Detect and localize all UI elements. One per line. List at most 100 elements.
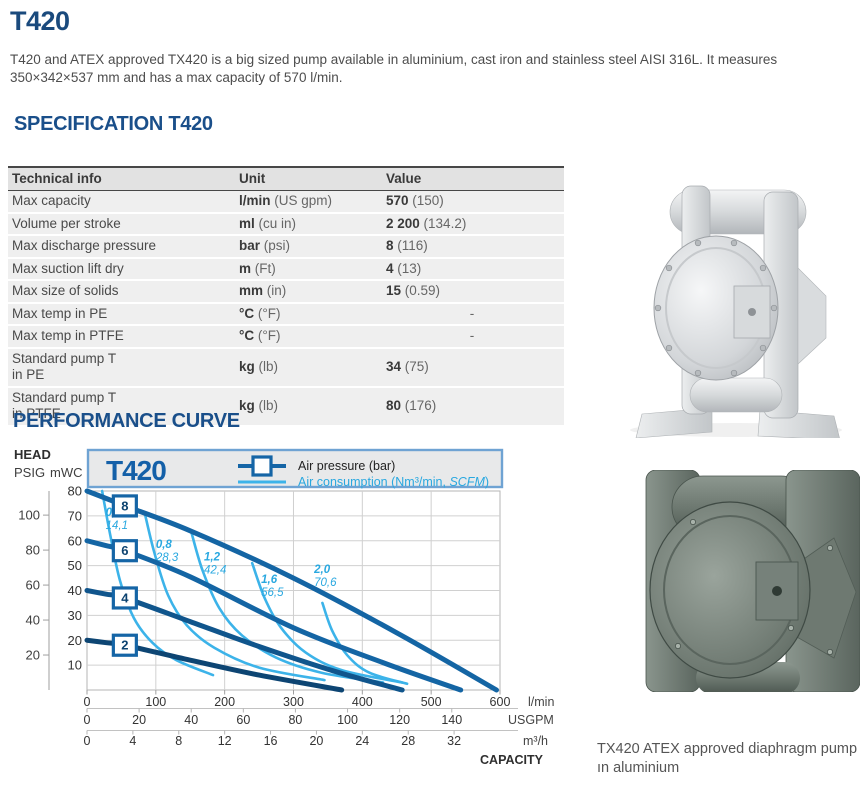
consumption-label-0,8: 0,828,3: [155, 539, 179, 564]
spec-cell-unit: ml (cu in): [235, 212, 382, 236]
psig-tick-label: 100: [18, 508, 40, 523]
lmin-tick-label: 100: [145, 695, 166, 709]
mwc-tick-label: 10: [68, 658, 82, 673]
svg-text:1,2: 1,2: [204, 552, 221, 564]
svg-text:2: 2: [121, 638, 128, 653]
pressure-curve-4bar: [84, 588, 405, 693]
pressure-marker-6bar: 6: [111, 539, 138, 563]
svg-text:56,5: 56,5: [261, 587, 284, 599]
pressure-curve-8bar: [84, 488, 499, 693]
usgpm-tick-label: 0: [84, 713, 91, 727]
chart-header: T420 Air pressure (bar) Air consumption (N…: [86, 448, 504, 489]
mwc-tick-label: 30: [68, 608, 82, 623]
lmin-tick-label: 0: [84, 695, 91, 709]
spec-cell-unit: kg (lb): [235, 386, 382, 427]
psig-tick-label: 40: [26, 613, 40, 628]
spec-cell-value: 4 (13): [382, 257, 564, 281]
psig-unit-label: PSIG: [14, 465, 45, 480]
spec-cell-unit: m (Ft): [235, 257, 382, 281]
spec-table-row: Max capacity l/min (US gpm) 570 (150): [8, 190, 564, 214]
specification-table: Technical info Unit Value Max capacity l/…: [8, 166, 564, 427]
col-header-value: Value: [382, 166, 564, 191]
svg-text:6: 6: [121, 543, 128, 558]
pump2-bolts: [675, 519, 833, 655]
consumption-curve-2,0: [321, 601, 409, 686]
mwc-tick-label: 60: [68, 533, 82, 548]
pump-photo-caption: TX420 ATEX approved diaphragm pump ın al…: [597, 741, 858, 776]
y-axis-mwc: 80 70 60 50 40 30 20 10: [68, 484, 82, 673]
svg-text:0,8: 0,8: [156, 539, 173, 551]
svg-text:2,0: 2,0: [313, 564, 331, 576]
spec-table-row: Max size of solids mm (in) 15 (0.59): [8, 280, 564, 304]
consumption-label-1,6: 1,656,5: [261, 574, 284, 599]
pump1-center-bolt: [748, 308, 756, 316]
m3h-tick-label: 28: [401, 734, 415, 748]
svg-text:1,6: 1,6: [261, 574, 278, 586]
m3h-tick-label: 4: [129, 734, 136, 748]
pump1-diaphragm-cover: [653, 235, 779, 381]
usgpm-unit-label: USGPM: [508, 713, 554, 727]
svg-text:14,1: 14,1: [106, 520, 128, 532]
usgpm-tick-label: 140: [441, 713, 462, 727]
svg-text:70,6: 70,6: [314, 577, 337, 589]
spec-cell-label: Max capacity: [8, 190, 235, 214]
usgpm-tick-label: 120: [389, 713, 410, 727]
spec-cell-value: 15 (0.59): [382, 280, 564, 304]
lmin-unit-label: l/min: [528, 695, 554, 709]
legend-air-pressure-label: Air pressure (bar): [298, 459, 395, 473]
pressure-marker-4bar: 4: [111, 586, 138, 610]
pressure-curve-2bar: [84, 637, 345, 693]
svg-text:42,4: 42,4: [204, 565, 226, 577]
consumption-label-2,0: 2,070,6: [313, 564, 337, 589]
svg-text:28,3: 28,3: [155, 552, 179, 564]
spec-table-row: Max temp in PE °C (°F) -: [8, 302, 564, 326]
psig-tick-label: 20: [26, 648, 40, 663]
mwc-tick-label: 70: [68, 508, 82, 523]
legend-air-consumption-label: Air consumption (Nm³/min, SCFM): [298, 475, 489, 489]
spec-table-row: Volume per stroke ml (cu in) 2 200 (134.2): [8, 212, 564, 236]
m3h-unit-label: m³/h: [523, 734, 548, 748]
mwc-tick-label: 20: [68, 633, 82, 648]
spec-cell-value: 570 (150): [382, 190, 564, 214]
spec-cell-value: 34 (75): [382, 347, 564, 388]
y-axis-captions: HEAD PSIG mWC: [14, 447, 83, 480]
pump1-side-bulge: [797, 267, 827, 365]
spec-cell-label: Max suction lift dry: [8, 257, 235, 281]
col-header-technical-info: Technical info: [8, 166, 235, 191]
consumption-label-1,2: 1,242,4: [204, 552, 226, 577]
m3h-tick-label: 12: [218, 734, 232, 748]
spec-cell-label: Max discharge pressure: [8, 235, 235, 259]
performance-curve-heading: PERFORMANCE CURVE: [13, 410, 240, 432]
m3h-tick-label: 8: [175, 734, 182, 748]
spec-table-row: Max discharge pressure bar (psi) 8 (116): [8, 235, 564, 259]
psig-tick-label: 80: [26, 543, 40, 558]
lmin-tick-label: 400: [352, 695, 373, 709]
performance-curve-chart: 100 80 60 40 20 80 70 60 50 40 30 20 10 0 100 200 300 400…: [10, 443, 562, 783]
psig-tick-label: 60: [26, 578, 40, 593]
consumption-curve-0,8: [143, 512, 326, 682]
spec-cell-value: -: [382, 302, 564, 326]
pump2-center-hole: [772, 586, 782, 596]
usgpm-tick-label: 100: [337, 713, 358, 727]
spec-cell-label: Max size of solids: [8, 280, 235, 304]
spec-cell-label: Max temp in PE: [8, 302, 235, 326]
usgpm-tick-label: 40: [184, 713, 198, 727]
mwc-tick-label: 50: [68, 558, 82, 573]
usgpm-tick-label: 80: [288, 713, 302, 727]
usgpm-tick-label: 20: [132, 713, 146, 727]
y-axis-psig: 100 80 60 40 20: [18, 491, 50, 690]
usgpm-tick-label: 60: [236, 713, 250, 727]
spec-table-row: Max temp in PTFE °C (°F) -: [8, 325, 564, 349]
intro-paragraph: T420 and ATEX approved TX420 is a big si…: [10, 52, 778, 85]
legend-pressure-marker: [251, 455, 273, 477]
pump1-bolts: [654, 239, 778, 377]
consumption-curve-1,6: [250, 561, 404, 684]
pressure-marker-8bar: 8: [111, 494, 138, 518]
capacity-axis-label: CAPACITY: [480, 753, 544, 767]
m3h-tick-label: 16: [264, 734, 278, 748]
spec-cell-unit: mm (in): [235, 280, 382, 304]
m3h-tick-label: 24: [355, 734, 369, 748]
